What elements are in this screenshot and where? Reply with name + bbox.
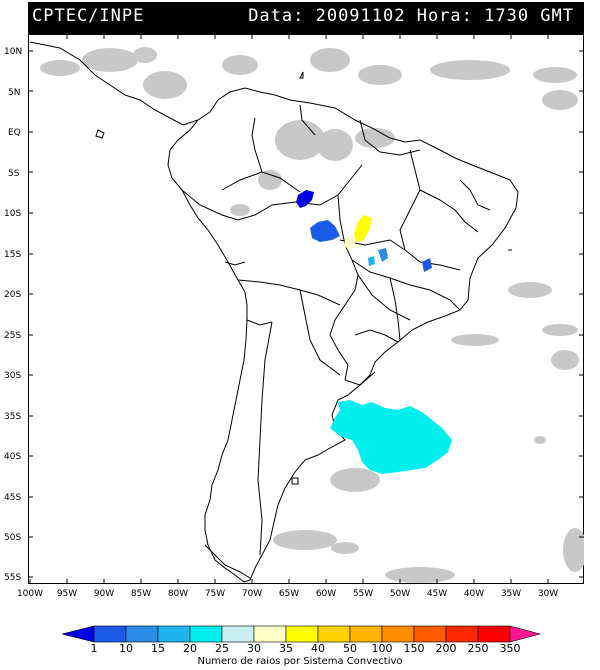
lat-label: 45S — [4, 493, 21, 503]
system-goias — [378, 248, 388, 262]
datetime-label: Data: 20091102 Hora: 1730 GMT — [248, 6, 574, 26]
lon-label: 45W — [427, 589, 447, 599]
colorbar-tick: 250 — [468, 642, 489, 655]
lat-label: 15S — [4, 250, 21, 260]
lat-label: 55S — [4, 573, 21, 583]
system-rondonia — [310, 220, 340, 242]
lat-label: 20S — [4, 290, 21, 300]
colorbar-segment — [221, 625, 255, 643]
colorbar-tick: 100 — [372, 642, 393, 655]
system-argentina-coast — [330, 400, 452, 474]
colorbar-tick: 150 — [404, 642, 425, 655]
colorbar-tick: 35 — [279, 642, 293, 655]
system-goias-b — [368, 256, 375, 266]
lon-label: 30W — [538, 589, 558, 599]
lat-label: 50S — [4, 533, 21, 543]
colorbar-segment — [477, 625, 511, 643]
colorbar-tick: 20 — [183, 642, 197, 655]
colorbar-arrow-left — [61, 625, 95, 643]
lon-label: 65W — [279, 589, 299, 599]
colorbar-tick: 40 — [311, 642, 325, 655]
colorbar-segment — [349, 625, 383, 643]
colorbar-tick: 1 — [91, 642, 98, 655]
colorbar-segment — [125, 625, 159, 643]
lon-label: 60W — [316, 589, 336, 599]
colorbar-tick: 50 — [343, 642, 357, 655]
colorbar-tick: 200 — [436, 642, 457, 655]
colorbar-tick: 25 — [215, 642, 229, 655]
lat-label: 40S — [4, 452, 21, 462]
lon-label: 35W — [501, 589, 521, 599]
cloud-cover — [40, 47, 584, 583]
colorbar-tick: 30 — [247, 642, 261, 655]
colorbar-tick: 15 — [151, 642, 165, 655]
system-bahia-west — [422, 258, 432, 272]
lat-label: 5S — [8, 169, 20, 179]
colorbar-ticks: 1 10 15 20 25 30 35 40 50 100 150 200 25… — [91, 642, 521, 655]
lon-label: 95W — [57, 589, 77, 599]
colorbar-arrow-right — [509, 625, 542, 643]
colorbar-segment — [189, 625, 223, 643]
lat-label: 35S — [4, 412, 21, 422]
lat-ticks — [28, 50, 584, 578]
lon-label: 55W — [353, 589, 373, 599]
colorbar-tick: 350 — [500, 642, 521, 655]
system-acre-north — [296, 190, 314, 208]
system-mato-grosso-center — [344, 236, 356, 250]
lon-label: 80W — [168, 589, 188, 599]
lon-label: 100W — [17, 589, 43, 599]
coastline — [29, 41, 519, 583]
colorbar-segment — [253, 625, 287, 643]
lat-label: EQ — [8, 128, 21, 138]
lat-label: 10S — [4, 209, 21, 219]
colorbar-segment — [445, 625, 479, 643]
colorbar — [61, 625, 542, 643]
colorbar-tick: 10 — [119, 642, 133, 655]
lon-label: 70W — [242, 589, 262, 599]
lon-label: 85W — [131, 589, 151, 599]
lon-ticks — [29, 34, 549, 584]
colorbar-segment — [413, 625, 447, 643]
lat-label: 10N — [4, 47, 22, 57]
lon-label: 40W — [464, 589, 484, 599]
colorbar-segment — [285, 625, 319, 643]
header-bar: CPTEC/INPE Data: 20091102 Hora: 1730 GMT — [28, 2, 584, 34]
lightning-systems — [296, 190, 452, 474]
colorbar-segment — [93, 625, 127, 643]
source-label: CPTEC/INPE — [32, 6, 145, 26]
colorbar-segment — [317, 625, 351, 643]
colorbar-segment — [381, 625, 415, 643]
system-mato-grosso-north — [354, 215, 372, 242]
colorbar-segment — [157, 625, 191, 643]
lat-label: 5N — [8, 88, 20, 98]
lat-label: 25S — [4, 331, 21, 341]
lon-label: 75W — [205, 589, 225, 599]
lat-labels: 10N 5N EQ 5S 10S 15S 20S 25S 30S 35S 40S… — [4, 47, 22, 583]
lon-labels: 100W 95W 90W 85W 80W 75W 70W 65W 60W 55W… — [17, 589, 558, 599]
colorbar-label: Numero de raios por Sistema Convectivo — [197, 656, 403, 667]
lat-label: 30S — [4, 371, 21, 381]
lon-label: 50W — [390, 589, 410, 599]
lon-label: 90W — [94, 589, 114, 599]
